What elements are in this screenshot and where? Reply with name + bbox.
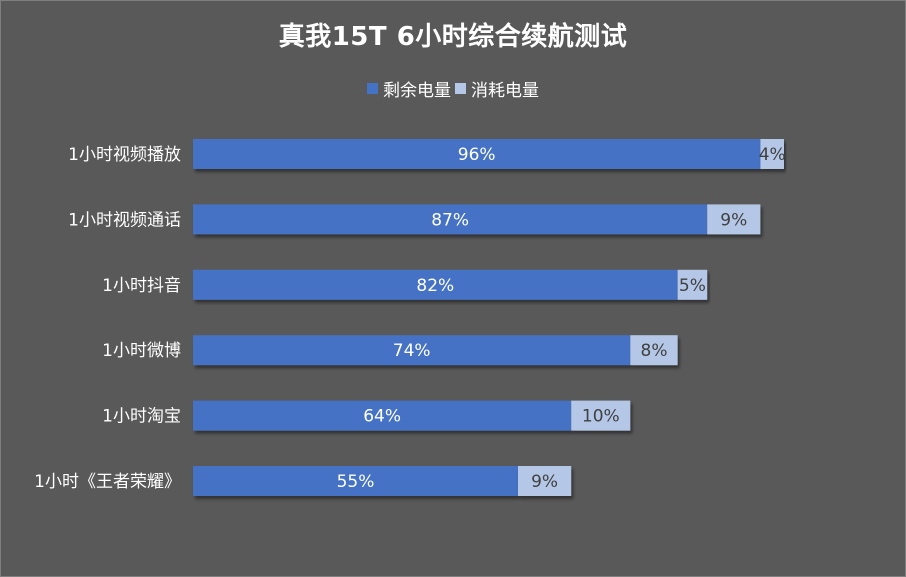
bar-remaining — [193, 400, 572, 431]
data-label-consumed: 8% — [641, 341, 668, 361]
data-label-remaining: 96% — [458, 145, 496, 165]
category-label: 1小时淘宝 — [102, 407, 181, 427]
data-label-remaining: 74% — [393, 341, 431, 361]
bar-consumed — [571, 400, 631, 431]
category-label: 1小时《王者荣耀》 — [34, 472, 181, 492]
category-label: 1小时视频通话 — [68, 210, 181, 230]
legend-swatch-remaining — [367, 83, 378, 94]
bar-consumed — [518, 466, 572, 496]
bar-remaining — [193, 335, 631, 366]
legend: 剩余电量 消耗电量 — [0, 76, 906, 101]
data-label-remaining: 87% — [431, 210, 469, 230]
bar-consumed — [630, 335, 678, 366]
data-label-remaining: 82% — [416, 276, 454, 296]
data-label-remaining: 55% — [337, 472, 375, 492]
bar-remaining — [193, 139, 761, 169]
legend-item-remaining: 剩余电量 — [367, 76, 451, 101]
data-label-consumed: 4% — [759, 145, 786, 165]
chart-title: 真我15T 6小时综合续航测试 — [278, 22, 628, 52]
bar-consumed — [677, 269, 708, 300]
data-label-consumed: 10% — [582, 407, 620, 427]
bar-consumed — [760, 139, 784, 169]
category-label: 1小时抖音 — [102, 276, 181, 296]
category-label: 1小时视频播放 — [68, 145, 181, 165]
legend-label-consumed: 消耗电量 — [471, 81, 539, 101]
bar-consumed — [707, 204, 761, 235]
bar-remaining — [193, 269, 678, 300]
data-label-remaining: 64% — [363, 407, 401, 427]
data-label-consumed: 9% — [531, 472, 558, 492]
legend-item-consumed: 消耗电量 — [455, 76, 539, 101]
data-label-consumed: 5% — [679, 276, 706, 296]
legend-label-remaining: 剩余电量 — [383, 81, 451, 101]
legend-swatch-consumed — [455, 83, 466, 94]
category-label: 1小时微博 — [102, 341, 181, 361]
data-label-consumed: 9% — [720, 210, 747, 230]
bar-remaining — [193, 466, 519, 496]
bar-remaining — [193, 204, 708, 235]
